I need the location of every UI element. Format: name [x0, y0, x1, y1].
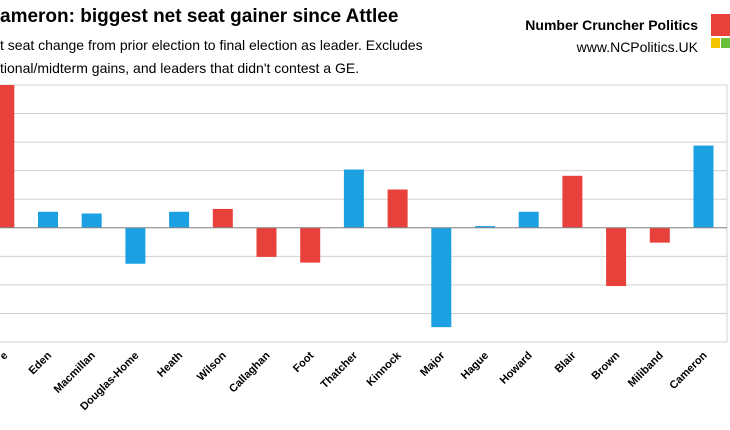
- logo-block: [721, 38, 730, 48]
- bar: [649, 227, 670, 243]
- x-tick-label: Major: [418, 349, 448, 379]
- bar: [606, 227, 627, 287]
- bar: [343, 169, 364, 228]
- bar: [38, 211, 58, 228]
- bar: [431, 227, 452, 328]
- logo-block: [711, 14, 730, 36]
- x-tick-label: Thatcher: [319, 349, 361, 391]
- x-tick-label: e: [0, 350, 10, 363]
- bar: [212, 208, 233, 228]
- x-tick-label: Wilson: [195, 349, 229, 383]
- bar: [475, 226, 495, 228]
- chart-subtitle: tional/midterm gains, and leaders that d…: [0, 60, 359, 76]
- chart-title: ameron: biggest net seat gainer since At…: [0, 6, 398, 27]
- x-tick-label: Foot: [291, 349, 317, 375]
- bar: [169, 211, 190, 228]
- bar: [0, 85, 15, 228]
- bar: [562, 175, 583, 228]
- x-tick-label: Blair: [553, 349, 579, 375]
- bar: [518, 211, 539, 228]
- bar: [693, 145, 714, 228]
- x-tick-label: Kinnock: [365, 349, 405, 389]
- bar: [125, 227, 146, 264]
- x-tick-label: Cameron: [667, 349, 709, 391]
- chart-subtitle: t seat change from prior election to fin…: [0, 37, 423, 53]
- bar: [387, 189, 408, 228]
- x-tick-label: Eden: [27, 349, 55, 377]
- x-tick-label: Heath: [155, 349, 185, 379]
- x-tick-label: Hague: [459, 350, 491, 382]
- source-url: www.NCPolitics.UK: [576, 39, 699, 55]
- bar: [300, 227, 321, 263]
- logo: [711, 14, 730, 48]
- bar: [81, 213, 102, 228]
- x-tick-label: Macmillan: [52, 349, 98, 395]
- x-tick-label: Callaghan: [227, 349, 273, 395]
- x-tick-label: Howard: [498, 350, 535, 387]
- x-tick-label: Brown: [590, 349, 623, 382]
- source-name: Number Cruncher Politics: [525, 17, 698, 33]
- logo-block: [711, 38, 720, 48]
- bar: [256, 227, 277, 257]
- x-tick-label: Miliband: [626, 350, 666, 390]
